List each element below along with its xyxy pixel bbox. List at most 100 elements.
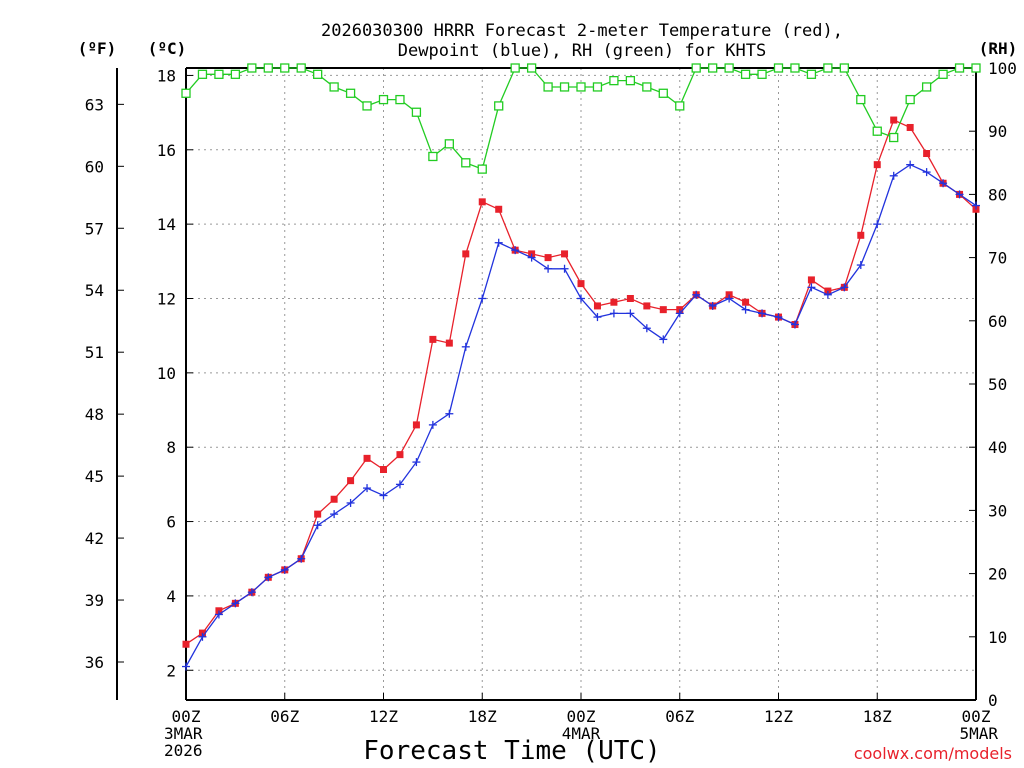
x-tick-label: 18Z bbox=[863, 707, 892, 726]
rh-point bbox=[872, 126, 882, 136]
temperature-point bbox=[857, 231, 865, 239]
rh-point bbox=[642, 82, 652, 92]
celsius-tick-label: 8 bbox=[166, 438, 176, 457]
temperature-point bbox=[626, 294, 634, 302]
chart-title-line1: 2026030300 HRRR Forecast 2-meter Tempera… bbox=[321, 21, 843, 41]
chart-title-line2: Dewpoint (blue), RH (green) for KHTS bbox=[398, 41, 766, 61]
credit-text: coolwx.com/models bbox=[854, 744, 1012, 763]
rh-point bbox=[757, 69, 767, 79]
dewpoint-point bbox=[461, 342, 470, 351]
x-tick-label: 18Z bbox=[468, 707, 497, 726]
dewpoint-point bbox=[955, 190, 964, 199]
dewpoint-point bbox=[823, 290, 832, 299]
rh-tick-label: 90 bbox=[988, 122, 1007, 141]
rh-point bbox=[428, 151, 438, 162]
dewpoint-point bbox=[428, 420, 437, 429]
dewpoint-point bbox=[313, 521, 322, 530]
celsius-tick-label: 18 bbox=[157, 66, 176, 85]
dewpoint-point bbox=[873, 220, 882, 229]
temperature-point bbox=[182, 640, 190, 648]
grid-lines bbox=[186, 68, 976, 700]
dewpoint-point bbox=[609, 309, 618, 318]
temperature-point bbox=[659, 306, 667, 314]
rh-point bbox=[444, 139, 454, 149]
rh-point bbox=[477, 164, 487, 174]
rh-point bbox=[411, 107, 422, 117]
rh-point bbox=[181, 88, 191, 98]
series-line-temperature bbox=[185, 119, 977, 645]
fahrenheit-tick-label: 45 bbox=[85, 467, 104, 486]
dewpoint-point bbox=[626, 309, 635, 318]
temperature-point bbox=[495, 205, 503, 213]
rh-tick-label: 10 bbox=[988, 628, 1007, 647]
rh-point bbox=[576, 82, 586, 92]
x-tick-label: 3MAR bbox=[164, 724, 203, 743]
rh-tick-label: 80 bbox=[988, 185, 1007, 204]
temperature-point bbox=[593, 302, 601, 310]
dewpoint-point bbox=[346, 498, 355, 507]
x-tick-label: 06Z bbox=[270, 707, 299, 726]
dewpoint-point bbox=[889, 171, 898, 180]
rh-point bbox=[609, 75, 619, 86]
rh-point bbox=[461, 158, 471, 168]
series-dewpoint bbox=[182, 160, 980, 671]
rh-point bbox=[740, 69, 751, 79]
celsius-tick-label: 16 bbox=[157, 141, 176, 160]
dewpoint-point bbox=[856, 261, 865, 270]
rh-tick-label: 100 bbox=[988, 59, 1017, 78]
x-tick-label: 2026 bbox=[164, 741, 203, 760]
temperature-point bbox=[643, 302, 651, 310]
rh-point bbox=[313, 69, 323, 79]
x-tick-label: 5MAR bbox=[959, 724, 998, 743]
dewpoint-point bbox=[807, 283, 816, 292]
fahrenheit-tick-label: 57 bbox=[85, 219, 104, 238]
temperature-point bbox=[923, 150, 931, 158]
dewpoint-point bbox=[214, 610, 223, 619]
dewpoint-point bbox=[511, 246, 520, 255]
dewpoint-point bbox=[478, 294, 487, 303]
dewpoint-point bbox=[494, 238, 503, 247]
temperature-point bbox=[314, 510, 322, 518]
temperature-point bbox=[396, 451, 404, 459]
rh-point bbox=[905, 94, 915, 105]
dewpoint-point bbox=[544, 264, 553, 273]
rh-point bbox=[675, 101, 685, 111]
rh-tick-label: 70 bbox=[988, 249, 1007, 268]
dewpoint-point bbox=[906, 160, 915, 169]
rh-point bbox=[345, 88, 356, 98]
x-tick-label: 06Z bbox=[665, 707, 694, 726]
x-tick-label: 00Z bbox=[567, 707, 596, 726]
dewpoint-point bbox=[675, 309, 684, 318]
dewpoint-point bbox=[708, 301, 717, 310]
dewpoint-point bbox=[395, 480, 404, 489]
rh-point bbox=[724, 63, 734, 73]
x-tick-label: 12Z bbox=[764, 707, 793, 726]
temperature-point bbox=[363, 454, 371, 462]
temperature-point bbox=[561, 250, 569, 258]
rh-point bbox=[658, 88, 668, 98]
dewpoint-point bbox=[527, 253, 536, 262]
rh-unit-label: (RH) bbox=[979, 39, 1018, 58]
dewpoint-point bbox=[231, 599, 240, 608]
x-tick-label: 12Z bbox=[369, 707, 398, 726]
temperature-point bbox=[380, 466, 387, 474]
rh-point bbox=[773, 63, 784, 73]
fahrenheit-tick-label: 36 bbox=[85, 653, 104, 672]
rh-point bbox=[510, 63, 520, 73]
series-temperature bbox=[182, 116, 980, 648]
rh-tick-label: 40 bbox=[988, 438, 1007, 457]
dewpoint-point bbox=[659, 335, 668, 344]
rh-point bbox=[823, 63, 833, 73]
rh-point bbox=[625, 75, 636, 86]
rh-point bbox=[329, 82, 339, 92]
temperature-point bbox=[742, 298, 750, 306]
fahrenheit-unit-label: (ºF) bbox=[78, 39, 117, 58]
rh-point bbox=[559, 82, 570, 92]
rh-point bbox=[247, 63, 257, 73]
temperature-point bbox=[330, 495, 338, 503]
fahrenheit-tick-label: 48 bbox=[85, 405, 104, 424]
rh-point bbox=[839, 63, 849, 73]
temperature-point bbox=[412, 421, 420, 429]
dewpoint-point bbox=[692, 290, 701, 299]
